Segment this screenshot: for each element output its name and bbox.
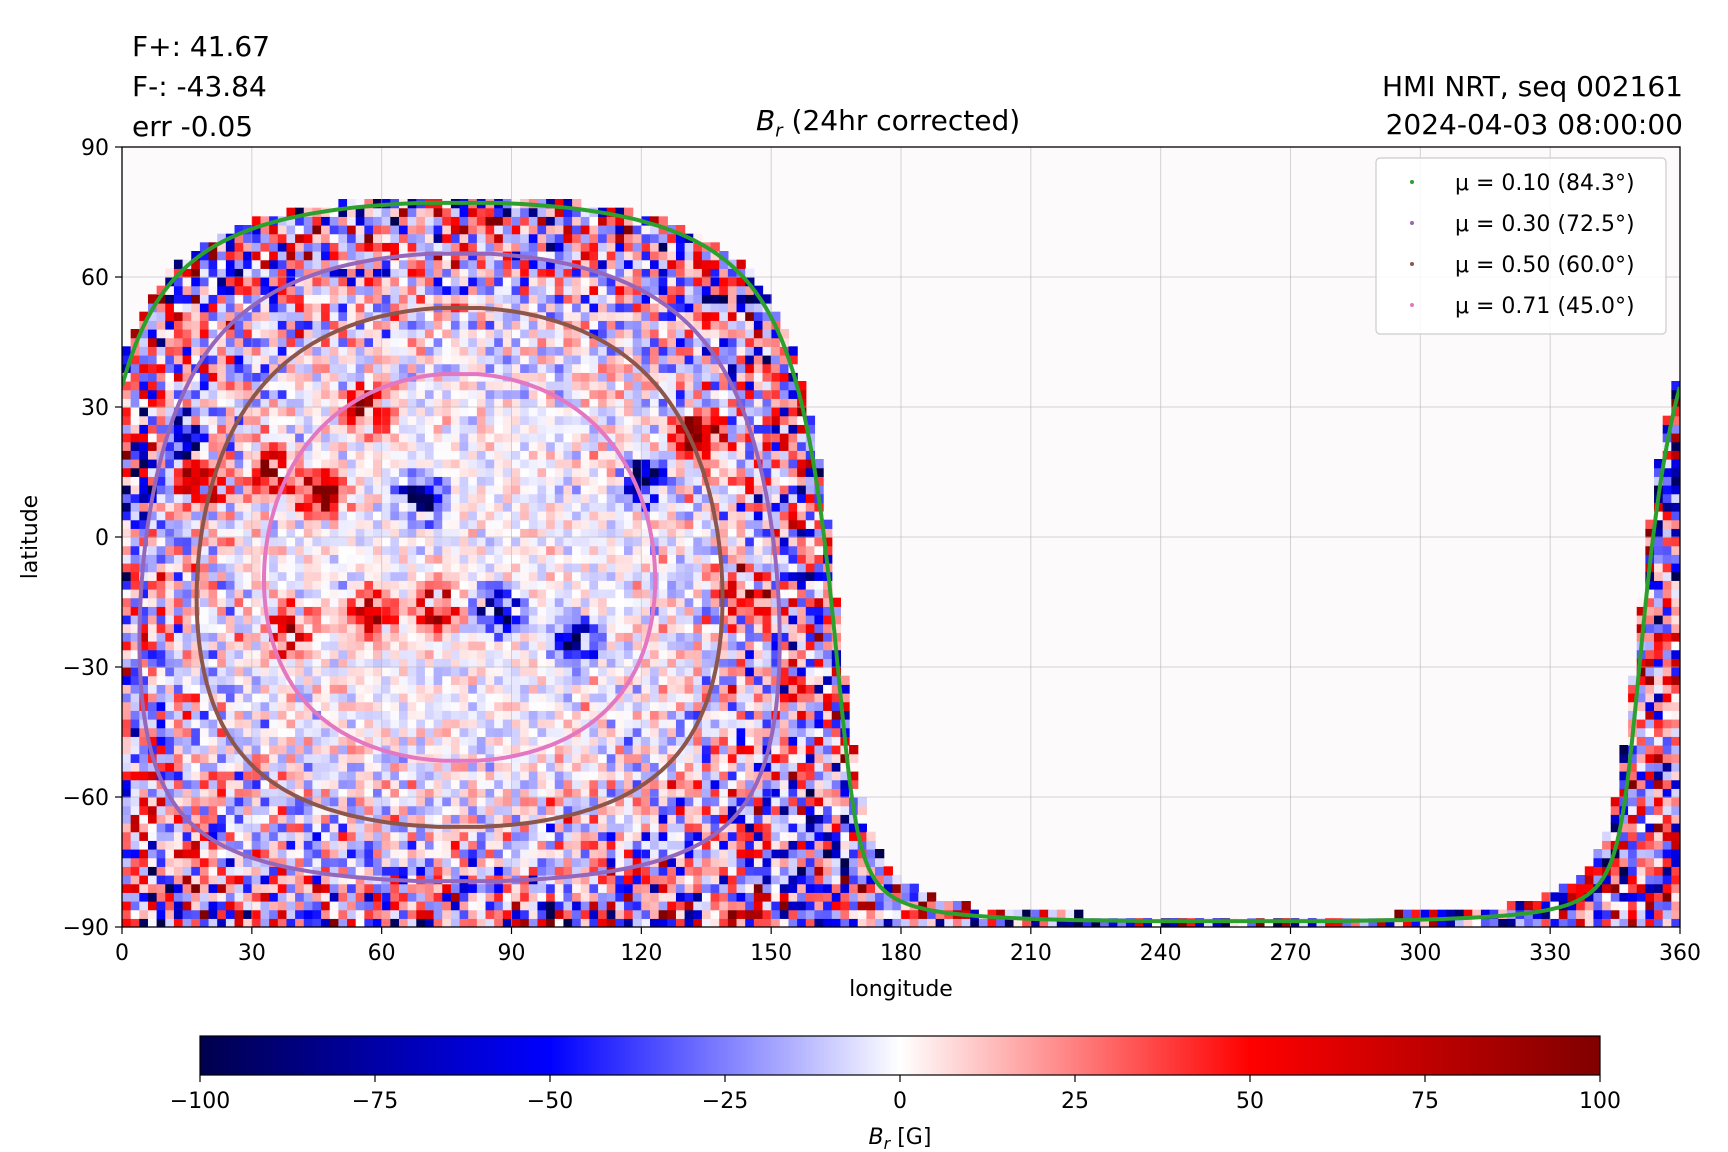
- mu-contour-0: [122, 200, 1680, 924]
- chart-title: Br (24hr corrected): [756, 104, 1020, 142]
- title-symbol: B: [756, 104, 776, 137]
- colorbar: [199, 1035, 1601, 1076]
- legend-marker: [1410, 262, 1414, 266]
- colorbar-tick-label: 50: [1236, 1089, 1264, 1114]
- legend-marker: [1410, 303, 1414, 307]
- title-rest: (24hr corrected): [782, 104, 1021, 137]
- legend-entry: μ = 0.50 (60.0°): [1455, 253, 1635, 278]
- mu-contour-1: [137, 251, 782, 884]
- instrument-label: HMI NRT, seq 002161: [1381, 70, 1683, 103]
- x-tick-label: 90: [498, 941, 526, 966]
- x-tick-label: 60: [368, 941, 396, 966]
- x-tick-label: 240: [1140, 941, 1182, 966]
- x-axis-label: longitude: [849, 977, 953, 1002]
- colorbar-tick-label: 25: [1061, 1089, 1089, 1114]
- x-tick-label: 180: [880, 941, 922, 966]
- mu-contour-2: [194, 306, 725, 829]
- y-tick-label: 90: [81, 136, 109, 161]
- mu-contour-3: [262, 372, 658, 763]
- colorbar-tick-label: 0: [893, 1089, 907, 1114]
- colorbar-label: Br [G]: [869, 1125, 932, 1152]
- timestamp-label: 2024-04-03 08:00:00: [1385, 108, 1683, 141]
- y-tick-label: −60: [63, 786, 109, 811]
- x-tick-label: 270: [1270, 941, 1312, 966]
- x-tick-label: 0: [115, 941, 129, 966]
- y-tick-label: 0: [95, 526, 109, 551]
- colorbar-tick-label: 75: [1411, 1089, 1439, 1114]
- legend-entry: μ = 0.10 (84.3°): [1455, 171, 1635, 196]
- y-tick-label: −30: [63, 656, 109, 681]
- legend-entry: μ = 0.30 (72.5°): [1455, 212, 1635, 237]
- x-tick-label: 30: [238, 941, 266, 966]
- flux-positive-label: F+: 41.67: [132, 30, 271, 63]
- colorbar-tick-label: −75: [352, 1089, 398, 1114]
- x-tick-label: 150: [750, 941, 792, 966]
- colorbar-tick-label: −50: [527, 1089, 573, 1114]
- colorbar-tick-label: −100: [170, 1089, 230, 1114]
- legend-entry: μ = 0.71 (45.0°): [1455, 294, 1635, 319]
- x-tick-label: 300: [1399, 941, 1441, 966]
- legend-marker: [1410, 221, 1414, 225]
- y-tick-label: −90: [63, 916, 109, 941]
- legend-box: [1375, 157, 1667, 335]
- legend-marker: [1410, 180, 1414, 184]
- x-tick-label: 360: [1659, 941, 1701, 966]
- x-tick-label: 120: [620, 941, 662, 966]
- title-subscript: r: [775, 120, 783, 142]
- x-tick-label: 210: [1010, 941, 1052, 966]
- flux-negative-label: F-: -43.84: [132, 70, 267, 103]
- colorbar-tick-label: −25: [702, 1089, 748, 1114]
- colorbar-tick-label: 100: [1579, 1089, 1621, 1114]
- y-axis-label: latitude: [18, 495, 43, 579]
- y-tick-label: 30: [81, 396, 109, 421]
- error-label: err -0.05: [132, 110, 254, 143]
- x-tick-label: 330: [1529, 941, 1571, 966]
- y-tick-label: 60: [81, 266, 109, 291]
